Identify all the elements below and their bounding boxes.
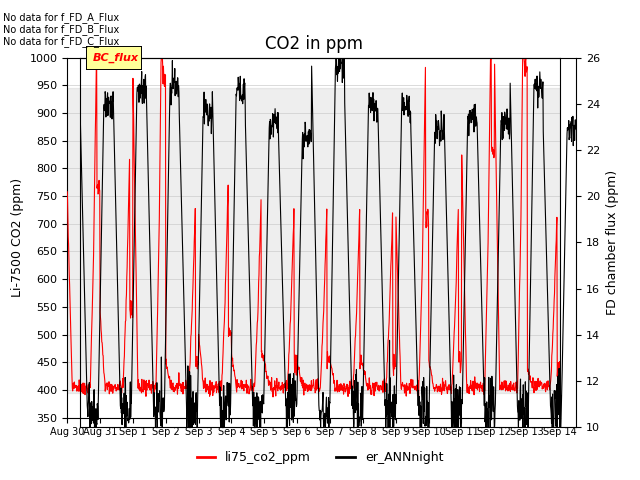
Y-axis label: FD chamber flux (ppm): FD chamber flux (ppm) bbox=[605, 170, 618, 315]
Text: No data for f_FD_C_Flux: No data for f_FD_C_Flux bbox=[3, 36, 120, 47]
Text: BC_flux: BC_flux bbox=[93, 52, 139, 63]
Text: No data for f_FD_B_Flux: No data for f_FD_B_Flux bbox=[3, 24, 120, 35]
Bar bbox=[80, 89, 576, 402]
Text: No data for f_FD_A_Flux: No data for f_FD_A_Flux bbox=[3, 12, 119, 23]
Y-axis label: Li-7500 CO2 (ppm): Li-7500 CO2 (ppm) bbox=[11, 183, 24, 302]
Legend: li75_co2_ppm, er_ANNnight: li75_co2_ppm, er_ANNnight bbox=[191, 446, 449, 469]
Title: CO2 in ppm: CO2 in ppm bbox=[279, 35, 377, 53]
